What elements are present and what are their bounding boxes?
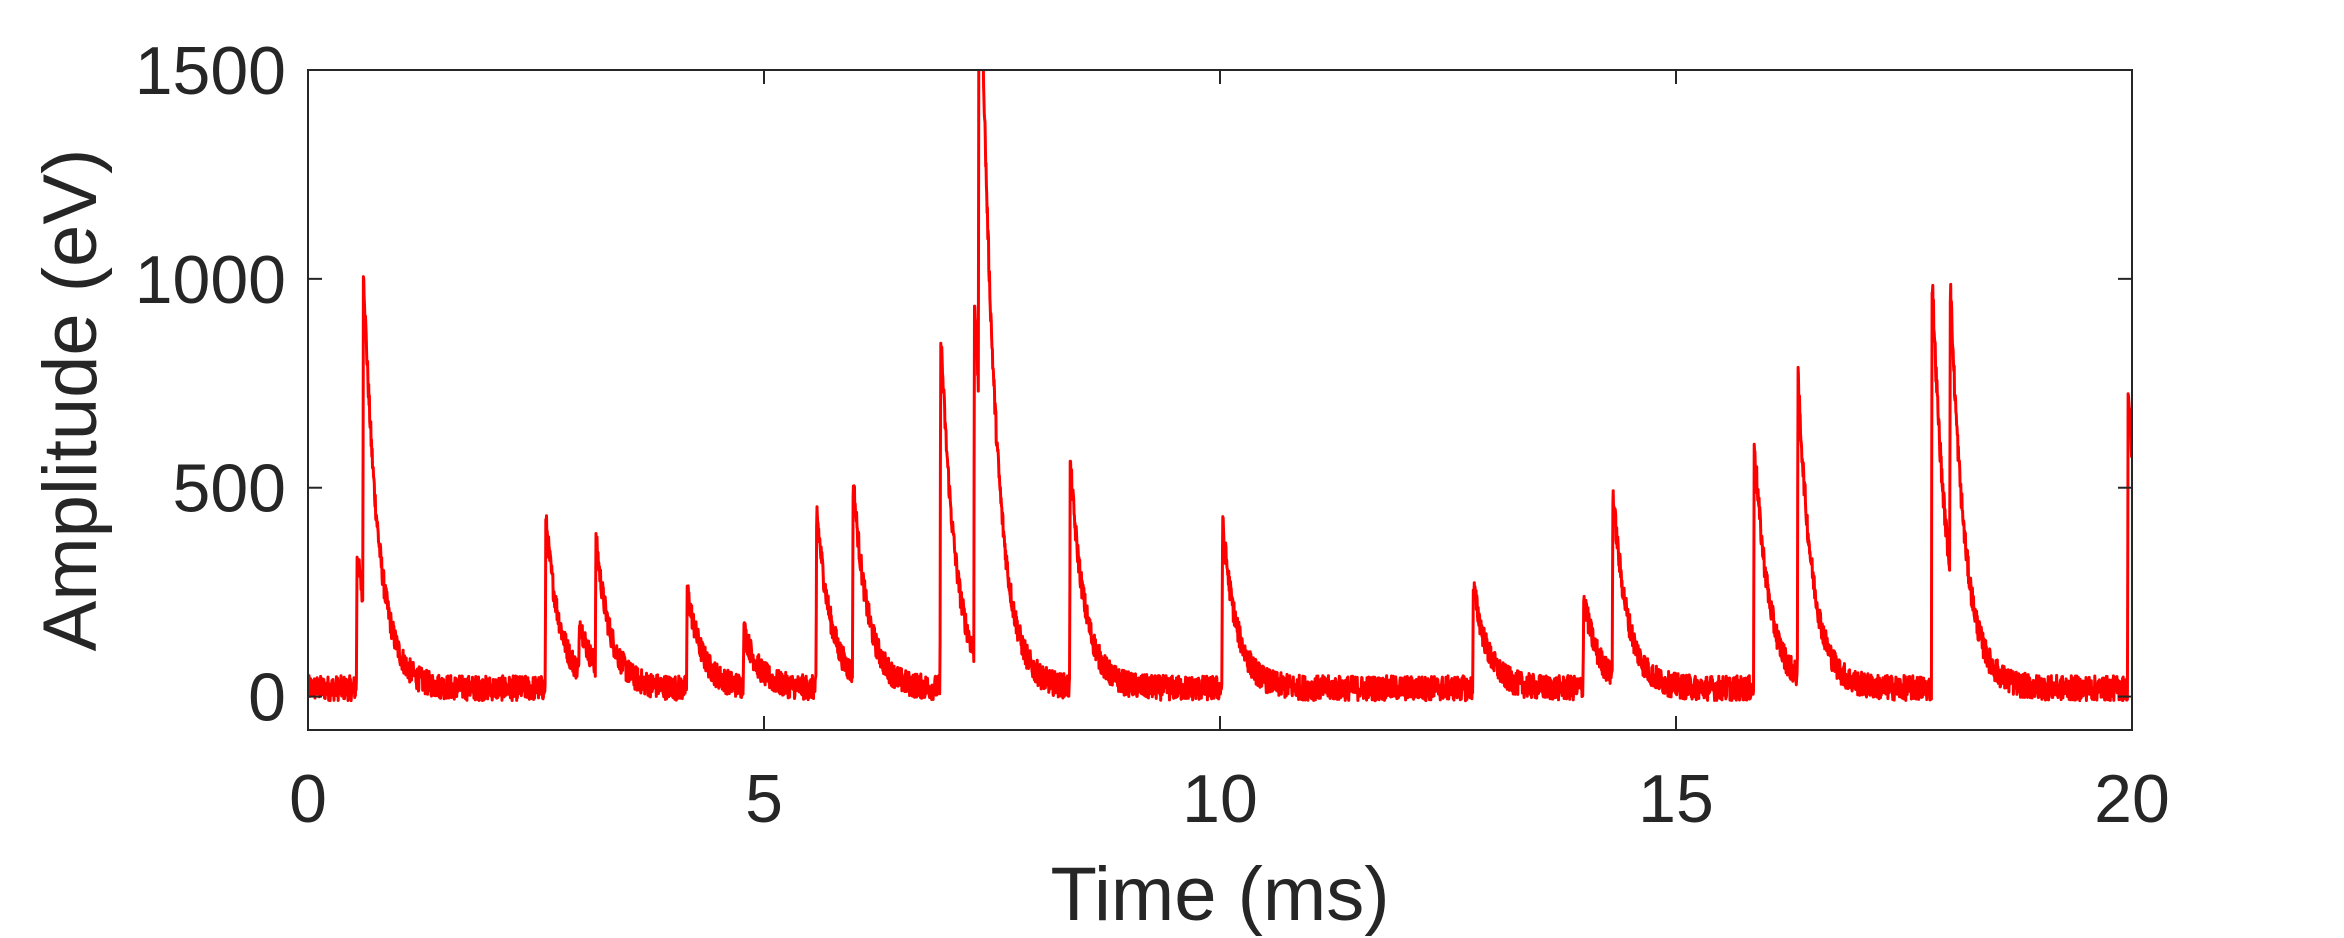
y-tick-label: 1500: [135, 33, 286, 109]
x-tick-label: 5: [745, 761, 783, 837]
y-tick-label: 500: [173, 451, 286, 527]
plot-background: [308, 70, 2132, 730]
x-tick-label: 0: [289, 761, 327, 837]
x-tick-label: 20: [2094, 761, 2170, 837]
x-tick-label: 15: [1638, 761, 1714, 837]
x-tick-labels: 0 5 10 15 20: [289, 761, 2170, 837]
y-axis-title: Amplitude (eV): [28, 149, 113, 652]
plot-area: [308, 70, 2132, 730]
x-axis-title: Time (ms): [1050, 852, 1389, 937]
y-tick-label: 1000: [135, 242, 286, 318]
series-line-signal: [308, 70, 2132, 703]
y-tick-labels: 0 500 1000 1500: [135, 33, 286, 736]
x-tick-label: 10: [1182, 761, 1258, 837]
y-tick-label: 0: [248, 660, 286, 736]
plot-frame: [307, 69, 2133, 731]
